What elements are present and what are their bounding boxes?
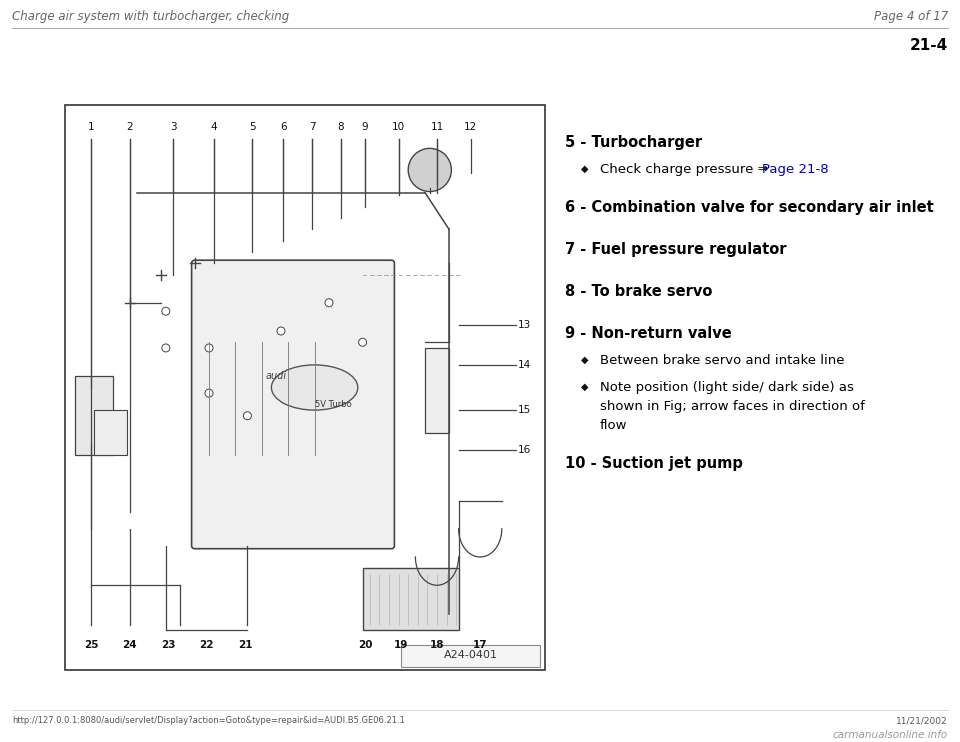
Text: 22: 22 <box>200 640 214 650</box>
Text: Charge air system with turbocharger, checking: Charge air system with turbocharger, che… <box>12 10 289 23</box>
Text: 6 - Combination valve for secondary air inlet: 6 - Combination valve for secondary air … <box>565 200 934 215</box>
Text: 3: 3 <box>170 122 177 132</box>
Text: 5V Turbo: 5V Turbo <box>316 400 352 409</box>
Circle shape <box>408 148 451 191</box>
Text: Check charge pressure ⇒: Check charge pressure ⇒ <box>600 163 773 176</box>
Text: 20: 20 <box>358 640 372 650</box>
Text: 8 - To brake servo: 8 - To brake servo <box>565 284 712 299</box>
Text: Page 4 of 17: Page 4 of 17 <box>874 10 948 23</box>
Ellipse shape <box>272 365 358 410</box>
Text: 6: 6 <box>280 122 287 132</box>
Text: audi: audi <box>266 371 287 381</box>
Text: ◆: ◆ <box>581 164 588 174</box>
Text: 7: 7 <box>309 122 316 132</box>
Text: 1: 1 <box>88 122 95 132</box>
Text: Note position (light side/ dark side) as: Note position (light side/ dark side) as <box>600 381 853 394</box>
Text: 16: 16 <box>517 444 531 455</box>
Circle shape <box>325 299 333 306</box>
Text: 2: 2 <box>127 122 133 132</box>
Circle shape <box>162 307 170 315</box>
Text: ◆: ◆ <box>581 355 588 365</box>
Circle shape <box>205 344 213 352</box>
Text: 9 - Non-return valve: 9 - Non-return valve <box>565 326 732 341</box>
Text: A24-0401: A24-0401 <box>444 650 497 660</box>
Text: 5: 5 <box>249 122 255 132</box>
Text: 19: 19 <box>394 640 408 650</box>
Bar <box>75 376 113 456</box>
Text: shown in Fig; arrow faces in direction of: shown in Fig; arrow faces in direction o… <box>600 400 865 413</box>
Text: 14: 14 <box>517 360 531 370</box>
Text: flow: flow <box>600 419 628 432</box>
Text: 7 - Fuel pressure regulator: 7 - Fuel pressure regulator <box>565 242 786 257</box>
Text: ◆: ◆ <box>581 382 588 392</box>
Text: http://127.0.0.1:8080/audi/servlet/Display?action=Goto&type=repair&id=AUDI.B5.GE: http://127.0.0.1:8080/audi/servlet/Displ… <box>12 716 405 725</box>
Bar <box>65 105 545 670</box>
Bar <box>401 645 540 667</box>
Text: 4: 4 <box>210 122 217 132</box>
Text: 15: 15 <box>517 405 531 415</box>
FancyBboxPatch shape <box>192 260 395 548</box>
Text: 12: 12 <box>464 122 477 132</box>
Text: Page 21-8: Page 21-8 <box>762 163 828 176</box>
Text: Between brake servo and intake line: Between brake servo and intake line <box>600 354 845 367</box>
Text: 21-4: 21-4 <box>910 38 948 53</box>
Text: 17: 17 <box>473 640 488 650</box>
Circle shape <box>244 412 252 420</box>
Bar <box>363 568 459 631</box>
Text: 5 - Turbocharger: 5 - Turbocharger <box>565 135 702 150</box>
Text: 10 - Suction jet pump: 10 - Suction jet pump <box>565 456 743 471</box>
Text: 25: 25 <box>84 640 99 650</box>
Text: 8: 8 <box>338 122 345 132</box>
Bar <box>94 410 128 456</box>
Circle shape <box>277 327 285 335</box>
Text: 13: 13 <box>517 321 531 330</box>
Text: 10: 10 <box>392 122 405 132</box>
Circle shape <box>359 338 367 347</box>
Text: 11/21/2002: 11/21/2002 <box>897 716 948 725</box>
Text: 23: 23 <box>161 640 176 650</box>
Text: 9: 9 <box>362 122 369 132</box>
Text: 18: 18 <box>430 640 444 650</box>
Circle shape <box>162 344 170 352</box>
Text: 21: 21 <box>238 640 252 650</box>
Bar <box>425 348 449 433</box>
Text: 11: 11 <box>430 122 444 132</box>
Text: 24: 24 <box>123 640 137 650</box>
Circle shape <box>205 389 213 397</box>
Text: carmanualsonline.info: carmanualsonline.info <box>832 730 948 740</box>
